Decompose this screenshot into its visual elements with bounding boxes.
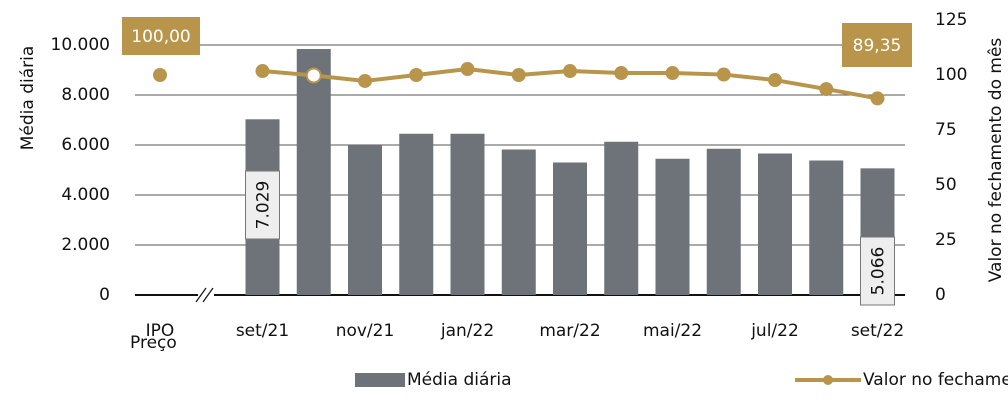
data-label-box — [122, 17, 200, 55]
bar — [399, 133, 434, 295]
bar — [296, 49, 331, 295]
legend-label: Média diária — [407, 370, 512, 390]
x-tick-label: jan/22 — [440, 321, 494, 341]
y2-tick-label: 25 — [935, 230, 957, 250]
bar — [450, 133, 485, 295]
axis-break — [195, 287, 207, 303]
legend-label: Valor no fechamento — [863, 370, 1008, 390]
y-axis-label: Média diária — [18, 46, 38, 151]
data-label-text: 7.029 — [254, 181, 274, 230]
legend-swatch — [823, 375, 833, 385]
line-point — [716, 67, 731, 82]
bar — [553, 162, 587, 295]
data-label-text: 5.066 — [869, 247, 889, 296]
x-tick-label: mar/22 — [539, 321, 600, 341]
line-point — [511, 68, 526, 82]
x-tick-label: nov/21 — [336, 321, 395, 341]
data-label-box — [245, 170, 280, 240]
x-tick-label: set/22 — [851, 321, 904, 341]
y2-tick-label: 50 — [935, 175, 957, 195]
bar — [809, 160, 844, 295]
bar — [655, 158, 690, 295]
y2-axis-label: Valor no fechamento do mês — [986, 38, 1006, 283]
y-tick-label: 2.000 — [61, 235, 110, 255]
bar — [348, 145, 382, 295]
bar — [604, 141, 639, 295]
y2-tick-label: 100 — [935, 65, 967, 85]
data-label-box — [842, 23, 912, 67]
data-label-text: 100,00 — [131, 27, 190, 47]
x-tick-label: IPO — [146, 321, 175, 341]
bar — [501, 149, 536, 295]
x-tick-label: jul/22 — [750, 321, 799, 341]
y-tick-label: 10.000 — [51, 35, 110, 55]
line-point — [153, 68, 167, 82]
y-tick-label: 0 — [99, 285, 110, 305]
x-tick-label: set/21 — [236, 321, 289, 341]
y-tick-label: 6.000 — [61, 135, 110, 155]
line-point — [768, 73, 782, 88]
line-point — [460, 62, 475, 77]
data-label-text: 89,35 — [853, 36, 902, 56]
data-label: 5.066 — [860, 236, 895, 306]
bar — [706, 148, 741, 295]
y2-tick-label: 0 — [935, 285, 946, 305]
y2-tick-label: 125 — [935, 10, 967, 30]
line-point — [305, 67, 322, 84]
line-point — [614, 66, 629, 81]
y2-tick-label: 75 — [935, 120, 957, 140]
line-point — [409, 68, 424, 82]
line-point — [665, 66, 680, 81]
line-point — [358, 73, 372, 88]
annotation: Preço — [130, 333, 177, 353]
line-point — [563, 64, 577, 79]
y-tick-label: 4.000 — [61, 185, 110, 205]
line-point — [819, 82, 834, 97]
legend-swatch — [355, 373, 405, 387]
data-label-box — [860, 236, 895, 306]
line-point — [870, 91, 885, 106]
x-tick-label: mai/22 — [643, 321, 702, 341]
axis-break — [202, 287, 214, 303]
line-point — [255, 64, 270, 79]
y-tick-label: 8.000 — [61, 85, 110, 105]
data-label: 7.029 — [245, 170, 280, 240]
bar — [758, 153, 792, 295]
